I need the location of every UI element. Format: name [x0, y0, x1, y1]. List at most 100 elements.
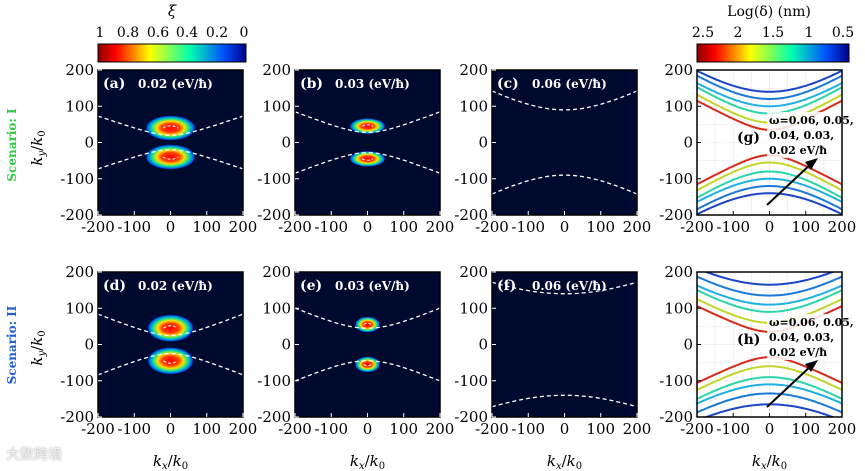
panel-label: (g): [737, 130, 760, 146]
series-line-5: [703, 272, 836, 286]
x-tick-label: 200: [623, 420, 652, 438]
frequency-label: 0.02 (eV/ħ): [138, 279, 213, 293]
series-line-3: [697, 177, 842, 203]
panel-g: ω=0.06, 0.05, 0.04, 0.03, 0.02 eV/ħ (g) -200…: [659, 61, 856, 236]
x-tick-label: -200: [81, 218, 115, 236]
y-tick-label: 0: [683, 134, 693, 152]
colorbar-right-tick: 1.5: [762, 25, 784, 41]
y-tick-label: 200: [65, 263, 94, 281]
panel-label: (a): [103, 76, 125, 92]
y-tick-label: 0: [478, 336, 488, 354]
series-line-2: [697, 170, 842, 199]
colorbar-right-tick: 2: [734, 25, 743, 41]
inner-contour: [361, 158, 374, 161]
y-axis-label-2: ky/k0: [28, 330, 48, 365]
x-tick-label: 200: [623, 218, 652, 236]
heatmap-blob: [349, 118, 386, 135]
y-axis-label-1: ky/k0: [28, 130, 48, 165]
heatmap-blob: [354, 316, 381, 333]
frequency-label: 0.06 (eV/ħ): [532, 77, 607, 91]
heatmap-blob: [146, 347, 195, 375]
x-tick-label: -200: [278, 420, 312, 438]
annotation-line: 0.02 eV/ħ: [769, 346, 827, 359]
y-tick-label: -200: [659, 408, 693, 426]
arrow-line: [766, 363, 814, 408]
scenario-label-1: Scenario: I: [5, 108, 19, 182]
x-tick-label: -100: [511, 420, 545, 438]
x-tick-label: -200: [680, 218, 714, 236]
inner-contour: [163, 360, 178, 364]
colorbar-left-tick: 0.4: [176, 25, 198, 41]
y-tick-label: -200: [60, 408, 94, 426]
colorbar-left: ξ 1 0.8 0.6 0.4 0.2 0: [96, 2, 249, 63]
y-tick-label: 0: [281, 134, 291, 152]
x-tick-label: 200: [828, 218, 857, 236]
heatmap-blob: [354, 356, 381, 373]
frequency-label: 0.03 (eV/ħ): [335, 77, 410, 91]
series-line-2: [697, 376, 842, 400]
annotation-line: ω=0.06, 0.05,: [769, 316, 854, 329]
panel-label: (f): [497, 278, 516, 294]
y-tick-label: -200: [659, 206, 693, 224]
y-tick-label: 200: [459, 61, 488, 79]
y-tick-label: -200: [454, 408, 488, 426]
arrow-head: [805, 158, 818, 170]
frequency-label: 0.02 (eV/ħ): [138, 77, 213, 91]
x-tick-label: -100: [117, 218, 151, 236]
panel-background: [98, 272, 243, 417]
y-tick-label: 0: [281, 336, 291, 354]
x-tick-label: 100: [791, 420, 820, 438]
annotation-line: ω=0.06, 0.05,: [769, 114, 854, 127]
y-tick-label: -100: [454, 170, 488, 188]
colorbar-left-tick: 0: [240, 25, 249, 41]
annotation-box: [767, 314, 841, 360]
y-tick-label: 0: [84, 336, 94, 354]
panel-label: (e): [300, 278, 322, 294]
series-line-3: [697, 383, 842, 405]
y-tick-label: 200: [664, 263, 693, 281]
heatmap-blob: [145, 144, 196, 170]
x-tick-label: -100: [716, 420, 750, 438]
x-tick-label: 200: [426, 420, 455, 438]
series-line-3: [697, 82, 842, 108]
annotation-box: [767, 112, 841, 158]
series-line-5: [697, 192, 842, 215]
x-tick-label: 0: [166, 420, 176, 438]
panel-background: [492, 272, 637, 417]
colorbar-left-symbol: ξ: [168, 2, 177, 20]
x-tick-label: 100: [791, 218, 820, 236]
colorbar-right-tick: 1: [805, 25, 814, 41]
x-tick-label: -100: [314, 420, 348, 438]
x-tick-label: 0: [560, 420, 570, 438]
panels: (a) 0.02 (eV/ħ)-200 -100 0 100 2002001000-100…: [60, 61, 856, 438]
x-tick-label: -200: [475, 420, 509, 438]
colorbar-left-tick: 0.6: [147, 25, 169, 41]
inner-contour: [361, 124, 374, 127]
inner-contour: [363, 322, 372, 325]
panel-background: [295, 272, 440, 417]
x-tick-label: 0: [765, 218, 775, 236]
x-axis-label: kx/k0: [153, 452, 188, 471]
series-line-4: [697, 392, 842, 414]
x-tick-label: 200: [426, 218, 455, 236]
x-tick-label: 0: [560, 218, 570, 236]
panel-label: (b): [300, 76, 323, 92]
panel-label: (c): [497, 76, 519, 92]
colorbar-left-bar: [97, 43, 247, 63]
y-tick-label: 200: [459, 263, 488, 281]
y-tick-label: -100: [60, 170, 94, 188]
series-line-2: [697, 289, 842, 313]
colorbar-right-tick: 2.5: [692, 25, 714, 41]
x-tick-label: 100: [192, 420, 221, 438]
y-tick-label: -100: [257, 170, 291, 188]
series-line-3: [697, 284, 842, 306]
frequency-label: 0.06 (eV/ħ): [532, 279, 607, 293]
x-tick-label: 200: [229, 218, 258, 236]
x-tick-label: 100: [389, 420, 418, 438]
colorbar-left-tick: 1: [96, 25, 105, 41]
colorbar-right-title: Log(δ) (nm): [727, 4, 811, 20]
panel-h: ω=0.06, 0.05, 0.04, 0.03, 0.02 eV/ħ (h) -200…: [659, 263, 856, 438]
arrow-line: [766, 161, 814, 206]
y-tick-label: -100: [257, 372, 291, 390]
x-tick-label: 0: [363, 218, 373, 236]
